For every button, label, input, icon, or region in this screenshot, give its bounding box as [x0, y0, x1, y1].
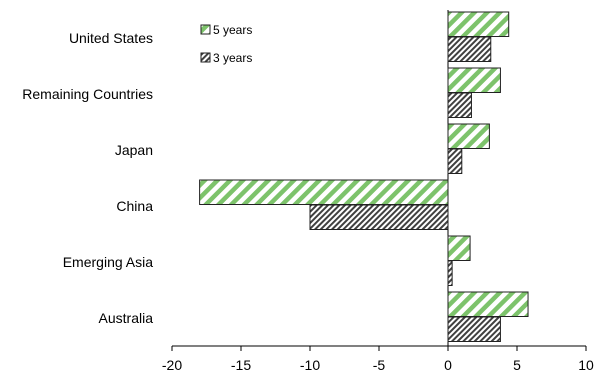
x-tick-label: 10 — [578, 357, 594, 373]
legend: 5 years 3 years — [200, 23, 252, 65]
category-labels: United States Remaining Countries Japan Chi… — [22, 30, 153, 326]
bar-japan-3-years — [447, 148, 463, 174]
bar-emerging-asia-3-years — [447, 260, 453, 286]
bar-remaining-countries-5-years — [447, 67, 501, 93]
x-tick-label: -15 — [231, 357, 251, 373]
legend-label-3-years: 3 years — [213, 51, 252, 65]
category-label-japan: Japan — [115, 142, 153, 158]
bar-australia-5-years — [447, 291, 529, 317]
legend-label-5-years: 5 years — [213, 23, 252, 37]
category-label-china: China — [116, 198, 153, 214]
category-label-emerging-asia: Emerging Asia — [63, 254, 153, 270]
legend-swatch-5-years — [200, 24, 211, 35]
x-tick-label: 5 — [513, 357, 521, 373]
bar-remaining-countries-3-years — [447, 92, 472, 118]
x-tick-label: 0 — [444, 357, 452, 373]
bar-united-states-3-years — [447, 36, 492, 62]
bar-china-3-years — [309, 204, 449, 230]
x-tick-label: -20 — [162, 357, 182, 373]
x-tick-label: -10 — [300, 357, 320, 373]
bar-emerging-asia-5-years — [447, 235, 471, 261]
x-axis: -20 -15 -10 -5 0 5 10 — [162, 345, 594, 373]
legend-swatch-3-years — [200, 52, 211, 63]
category-label-remaining-countries: Remaining Countries — [22, 86, 153, 102]
bar-united-states-5-years — [447, 11, 510, 37]
category-label-australia: Australia — [99, 310, 154, 326]
bar-japan-5-years — [447, 123, 490, 149]
x-tick-label: -5 — [373, 357, 386, 373]
bar-china-5-years — [199, 179, 449, 205]
category-label-united-states: United States — [69, 30, 153, 46]
bar-australia-3-years — [447, 316, 501, 342]
bars — [199, 11, 529, 342]
